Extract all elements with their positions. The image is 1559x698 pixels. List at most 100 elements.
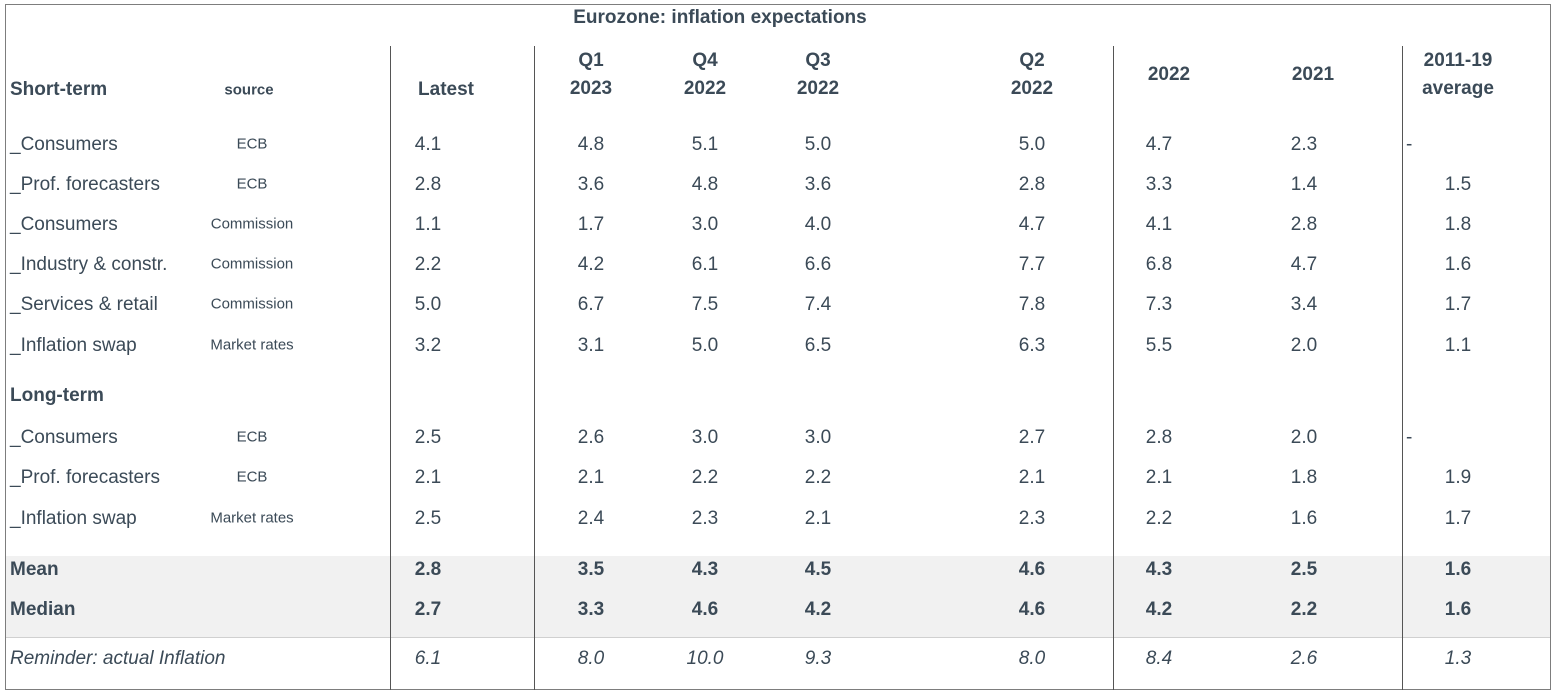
short-term-row-label: _Inflation swap [10, 335, 137, 356]
column-header-line: 2011-19 [1423, 50, 1493, 71]
summary-row-label: Median [10, 599, 76, 620]
short-term-row-cell: 3.6 [804, 174, 832, 195]
short-term-row-cell: 6.5 [804, 335, 832, 356]
reminder-row-cell: 10.0 [686, 648, 724, 669]
short-term-row-cell: 1.7 [577, 214, 605, 235]
long-term-row-label: _Prof. forecasters [10, 467, 160, 488]
long-term-row-cell: 2.6 [577, 427, 605, 448]
long-term-row-cell: 1.9 [1444, 467, 1472, 488]
long-term-row-cell: 2.1 [1145, 467, 1173, 488]
summary-row-cell: 4.2 [804, 599, 832, 620]
short-term-row-source: Commission [210, 215, 294, 233]
short-term-row-cell: 2.0 [1290, 335, 1318, 356]
short-term-row-cell: 3.1 [577, 335, 605, 356]
summary-row-cell: 3.5 [577, 559, 605, 580]
long-term-row-cell: 2.1 [1018, 467, 1046, 488]
column-header-line: Latest [418, 79, 474, 100]
short-term-row-cell: 7.7 [1018, 254, 1046, 275]
short-term-heading: Short-term [10, 79, 108, 100]
column-header-latest: Latest [418, 76, 474, 104]
column-divider [1113, 46, 1114, 690]
short-term-row-cell: 1.6 [1444, 254, 1472, 275]
reminder-row-cell: 2.6 [1290, 648, 1318, 669]
short-term-row-cell: 1.1 [1444, 335, 1472, 356]
column-header-q3_2022: Q3 2022 [797, 47, 839, 103]
summary-row-cell: 4.3 [691, 559, 719, 580]
summary-row-label: Mean [10, 559, 59, 580]
column-header-q1_2023: Q1 2023 [570, 47, 612, 103]
summary-row-cell: 1.6 [1444, 599, 1472, 620]
short-term-row-cell: 4.7 [1290, 254, 1318, 275]
short-term-row-cell: 7.5 [691, 294, 719, 315]
column-header-line: Q3 [805, 50, 831, 71]
source-heading: source [224, 81, 274, 99]
short-term-row-source: Market rates [210, 336, 294, 354]
column-header-line: 2022 [796, 78, 840, 99]
summary-band [6, 556, 1550, 637]
summary-row-cell: 2.7 [414, 599, 442, 620]
long-term-row-cell: 1.8 [1290, 467, 1318, 488]
long-term-row-cell: 2.7 [1018, 427, 1046, 448]
short-term-row-cell: 5.5 [1145, 335, 1173, 356]
column-header-line: 2022 [683, 78, 727, 99]
long-term-heading: Long-term [10, 385, 104, 406]
long-term-row-cell: 2.2 [804, 467, 832, 488]
short-term-row-cell: 6.3 [1018, 335, 1046, 356]
column-header-line: Q1 [578, 50, 604, 71]
long-term-row-source: Market rates [210, 509, 294, 527]
long-term-row-source: ECB [236, 428, 268, 446]
short-term-row-cell: 5.0 [691, 335, 719, 356]
short-term-row-cell: 5.0 [804, 134, 832, 155]
summary-row-cell: 2.2 [1290, 599, 1318, 620]
column-header-line: average [1422, 78, 1494, 99]
long-term-row-cell: 2.5 [414, 508, 442, 529]
summary-row-cell: 4.5 [804, 559, 832, 580]
short-term-row-cell: 6.6 [804, 254, 832, 275]
short-term-row-cell: 1.1 [414, 214, 442, 235]
short-term-row-cell: - [1406, 134, 1413, 155]
summary-row-cell: 1.6 [1444, 559, 1472, 580]
long-term-row-cell: 1.7 [1444, 508, 1472, 529]
table-title: Eurozone: inflation expectations [573, 7, 867, 28]
column-header-y2022: 2022 [1148, 61, 1190, 89]
short-term-row-cell: 2.8 [1290, 214, 1318, 235]
short-term-row-label: _Services & retail [10, 294, 158, 315]
short-term-row-cell: 4.1 [414, 134, 442, 155]
short-term-row-cell: 2.8 [414, 174, 442, 195]
column-header-avg_2011_19: 2011-19 average [1422, 47, 1494, 103]
column-divider [390, 46, 391, 690]
long-term-row-cell: 2.0 [1290, 427, 1318, 448]
column-header-line: Q2 [1019, 50, 1045, 71]
short-term-row-cell: 5.0 [1018, 134, 1046, 155]
short-term-row-cell: 4.0 [804, 214, 832, 235]
short-term-row-cell: 1.5 [1444, 174, 1472, 195]
short-term-row-label: _Consumers [10, 214, 118, 235]
short-term-row-cell: 6.8 [1145, 254, 1173, 275]
long-term-row-cell: 2.8 [1145, 427, 1173, 448]
column-header-line: 2021 [1291, 64, 1335, 85]
reminder-row-cell: 8.0 [1018, 648, 1046, 669]
long-term-row-cell: - [1406, 427, 1413, 448]
summary-row-cell: 3.3 [577, 599, 605, 620]
short-term-row-cell: 3.0 [691, 214, 719, 235]
reminder-row-cell: 8.4 [1145, 648, 1173, 669]
short-term-row-cell: 7.3 [1145, 294, 1173, 315]
summary-row-cell: 4.3 [1145, 559, 1173, 580]
short-term-row-source: ECB [236, 175, 268, 193]
short-term-row-label: _Industry & constr. [10, 254, 168, 275]
reminder-row-cell: 9.3 [804, 648, 832, 669]
short-term-row-cell: 2.3 [1290, 134, 1318, 155]
long-term-row-cell: 2.2 [691, 467, 719, 488]
column-header-q4_2022: Q4 2022 [684, 47, 726, 103]
short-term-row-label: _Consumers [10, 134, 118, 155]
long-term-row-cell: 2.1 [414, 467, 442, 488]
long-term-row-label: _Inflation swap [10, 508, 137, 529]
short-term-row-source: Commission [210, 255, 294, 273]
short-term-row-cell: 4.7 [1018, 214, 1046, 235]
short-term-row-cell: 2.8 [1018, 174, 1046, 195]
long-term-row-cell: 3.0 [804, 427, 832, 448]
short-term-row-cell: 3.2 [414, 335, 442, 356]
short-term-row-cell: 4.2 [577, 254, 605, 275]
long-term-row-cell: 3.0 [691, 427, 719, 448]
summary-row-cell: 2.8 [414, 559, 442, 580]
